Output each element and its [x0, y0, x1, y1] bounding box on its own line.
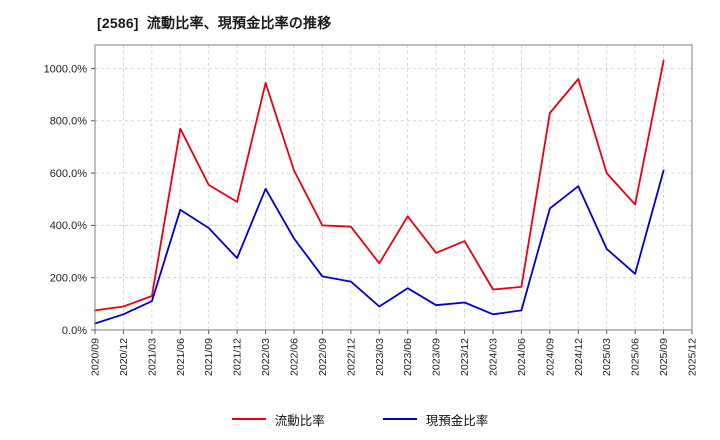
y-tick-label: 1000.0% [44, 63, 88, 75]
x-tick-label: 2024/06 [516, 338, 528, 376]
y-tick-label: 600.0% [50, 168, 88, 180]
x-tick-label: 2021/03 [146, 338, 158, 376]
x-tick-label: 2023/06 [402, 338, 414, 376]
chart-svg: 0.0% 200.0% 400.0% 600.0% 800.0% 1000.0% 2020/… [44, 44, 699, 376]
y-tick-label: 800.0% [50, 116, 88, 128]
x-tick-label: 2020/12 [118, 338, 130, 376]
y-tick-label: 0.0% [62, 325, 87, 337]
x-tick-label: 2025/06 [630, 338, 642, 376]
legend: 流動比率 現預金比率 [0, 406, 720, 432]
x-tick-label: 2021/09 [203, 338, 215, 376]
x-tick-label: 2024/09 [544, 338, 556, 376]
x-tick-label: 2022/09 [317, 338, 329, 376]
current-ratio-line [94, 59, 665, 312]
x-tick-label: 2022/12 [345, 338, 357, 376]
x-tick-label: 2023/12 [459, 338, 471, 376]
x-tick-label: 2021/06 [175, 338, 187, 376]
legend-item-cash-ratio: 現預金比率 [382, 410, 489, 429]
x-tick-label: 2022/06 [289, 338, 301, 376]
x-tick-label: 2025/03 [601, 338, 613, 376]
legend-item-current-ratio: 流動比率 [231, 410, 325, 429]
x-tick-label: 2024/12 [573, 338, 585, 376]
legend-swatch-cash-ratio [382, 418, 417, 420]
x-tick-label: 2023/03 [374, 338, 386, 376]
chart-title: [2586] 流動比率、現預金比率の推移 [97, 15, 332, 31]
x-tick-label: 2025/09 [658, 338, 670, 376]
cash-ratio-line [94, 169, 665, 325]
legend-label-cash-ratio: 現預金比率 [425, 413, 489, 428]
plot-border [94, 44, 693, 331]
legend-swatch-current-ratio [231, 418, 266, 420]
x-tick-label: 2023/09 [431, 338, 443, 376]
x-tick-label: 2021/12 [232, 338, 244, 376]
legend-label-current-ratio: 流動比率 [274, 413, 325, 428]
y-tick-label: 200.0% [50, 273, 88, 285]
x-tick-label: 2025/12 [687, 338, 699, 376]
x-tick-label: 2020/09 [90, 338, 102, 376]
x-tick-label: 2024/03 [488, 338, 500, 376]
y-tick-label: 400.0% [50, 220, 88, 232]
chart-area: 0.0% 200.0% 400.0% 600.0% 800.0% 1000.0% 2020/… [44, 44, 699, 376]
x-tick-label: 2022/03 [260, 338, 272, 376]
